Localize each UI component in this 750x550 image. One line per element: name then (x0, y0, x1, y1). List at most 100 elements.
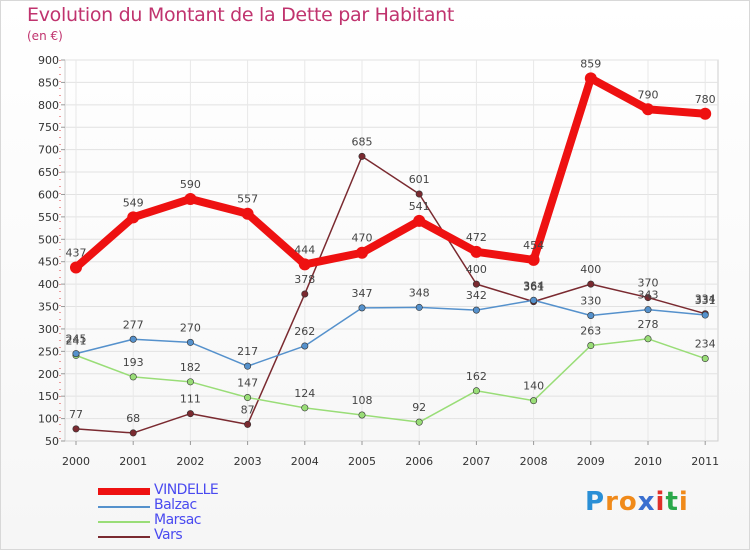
point-balzac (587, 311, 595, 319)
x-tick-label: 2011 (691, 455, 719, 468)
data-label-balzac: 262 (294, 325, 315, 338)
y-tick-label: 600 (38, 188, 59, 201)
x-tick-label: 2007 (462, 455, 490, 468)
data-label-vars: 400 (580, 263, 601, 276)
y-tick-label: 900 (38, 54, 59, 67)
x-tick-label: 2010 (634, 455, 662, 468)
point-marsac (186, 378, 194, 386)
data-label-vindelle: 590 (180, 178, 201, 191)
legend-label: Vars (154, 527, 183, 543)
point-marsac (530, 397, 538, 405)
grid-lines (64, 59, 719, 442)
data-label-balzac: 343 (638, 289, 659, 302)
legend-swatch (98, 536, 150, 538)
y-tick-label: 850 (38, 76, 59, 89)
point-marsac (644, 335, 652, 343)
point-balzac (472, 306, 480, 314)
point-marsac (301, 404, 309, 412)
point-balzac (72, 350, 80, 358)
data-label-marsac: 278 (638, 318, 659, 331)
point-balzac (186, 338, 194, 346)
y-tick-label: 750 (38, 121, 59, 134)
data-label-balzac: 217 (237, 345, 258, 358)
x-tick-label: 2005 (348, 455, 376, 468)
point-vindelle (642, 103, 654, 116)
point-marsac (244, 394, 252, 402)
y-tick-label: 200 (38, 368, 59, 381)
data-label-vindelle: 472 (466, 231, 487, 244)
point-balzac (244, 362, 252, 370)
y-tick-label: 250 (38, 345, 59, 358)
point-vindelle (470, 245, 483, 258)
point-vindelle (241, 207, 254, 220)
data-label-vindelle: 557 (237, 193, 258, 206)
point-marsac (129, 373, 137, 381)
point-marsac (415, 418, 423, 426)
point-balzac (530, 296, 538, 304)
point-balzac (301, 342, 309, 350)
data-label-balzac: 364 (523, 279, 544, 292)
data-label-marsac: 108 (352, 394, 373, 407)
data-label-marsac: 140 (523, 380, 544, 393)
point-vindelle (127, 211, 140, 224)
data-label-vars: 111 (180, 393, 201, 406)
point-marsac (587, 342, 595, 350)
data-label-vars: 77 (69, 408, 83, 421)
point-vindelle (70, 261, 82, 274)
point-vars (358, 152, 366, 160)
data-label-vars: 378 (294, 273, 315, 286)
series-line-vars (75, 155, 706, 434)
data-label-balzac: 270 (180, 321, 201, 334)
x-tick-label: 2006 (405, 455, 433, 468)
data-label-marsac: 263 (580, 325, 601, 338)
point-vindelle (298, 258, 311, 271)
x-tick-label: 2001 (119, 455, 147, 468)
data-label-vindelle: 859 (580, 57, 601, 70)
chart-subtitle: (en €) (27, 29, 63, 43)
data-label-vars: 370 (638, 277, 659, 290)
data-label-marsac: 92 (412, 401, 426, 414)
point-marsac (358, 411, 366, 419)
data-label-vars: 601 (409, 173, 430, 186)
logo-letter: P (585, 487, 606, 517)
series-group (70, 72, 712, 437)
point-vindelle (584, 72, 597, 85)
data-label-balzac: 330 (580, 294, 601, 307)
data-label-balzac: 342 (466, 289, 487, 302)
chart-title: Evolution du Montant de la Dette par Hab… (27, 4, 455, 26)
data-label-balzac: 347 (352, 287, 373, 300)
x-tick-label: 2008 (520, 455, 548, 468)
logo-letter: i (655, 487, 666, 517)
logo-letter: r (605, 487, 619, 517)
legend-swatch (98, 521, 150, 523)
point-vindelle (413, 214, 426, 227)
series-line-balzac (75, 299, 706, 367)
point-vars (129, 429, 137, 437)
legend-swatch (98, 506, 150, 508)
data-label-marsac: 147 (237, 377, 258, 390)
x-tick-label: 2009 (577, 455, 605, 468)
point-vindelle (527, 253, 540, 266)
data-label-marsac: 182 (180, 361, 201, 374)
x-axis: 2000 2001 2002 2003 2004 2005 2006 2007 2008 2009… (62, 441, 719, 468)
point-balzac (644, 306, 652, 314)
series-line-marsac (75, 338, 706, 423)
data-label-vars: 361 (523, 281, 544, 294)
y-tick-label: 700 (38, 144, 59, 157)
data-label-marsac: 234 (695, 338, 716, 351)
data-label-balzac: 245 (66, 333, 87, 346)
point-vindelle (699, 107, 712, 120)
point-vars (644, 294, 652, 302)
data-label-marsac: 124 (294, 387, 315, 400)
x-tick-label: 2003 (234, 455, 262, 468)
data-label-vindelle: 470 (352, 232, 373, 245)
series-line-vindelle (72, 74, 710, 272)
point-marsac (472, 387, 480, 395)
point-vars (415, 190, 423, 198)
x-tick-label: 2002 (176, 455, 204, 468)
logo-letter: o (618, 487, 638, 517)
y-axis: 50 100 150 200 250 300 350 400 450 500 550 600 650 70… (38, 54, 65, 448)
